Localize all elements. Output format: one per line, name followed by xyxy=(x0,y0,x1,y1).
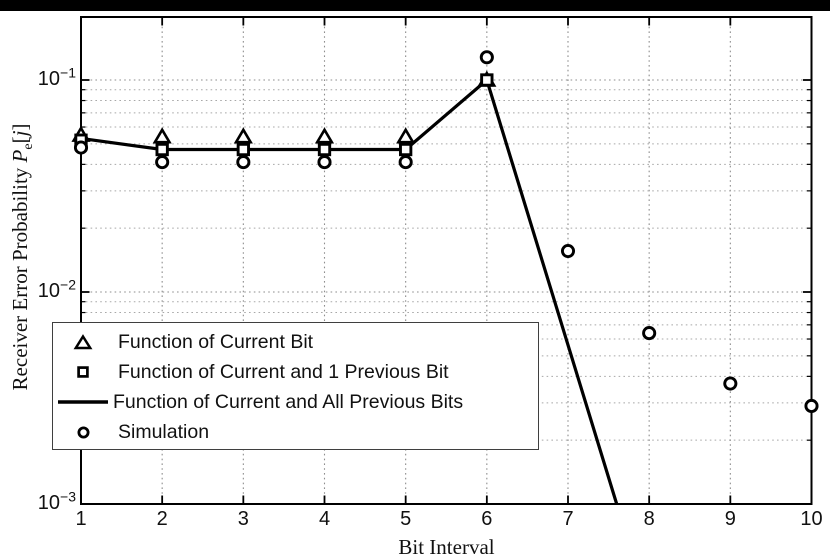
y-tick-label: 10−2 xyxy=(18,280,76,302)
legend-label: Simulation xyxy=(118,421,209,444)
triangle-marker-icon xyxy=(53,334,113,351)
line-sample-icon xyxy=(53,398,113,406)
square-marker xyxy=(400,144,410,154)
legend-entry-all-previous-bits: Function of Current and All Previous Bit… xyxy=(53,387,538,417)
square-marker xyxy=(319,144,329,154)
x-tick-label: 10 xyxy=(790,509,830,530)
circle-marker xyxy=(319,156,330,167)
circle-marker xyxy=(400,156,411,167)
circle-marker xyxy=(157,156,168,167)
triangle-marker xyxy=(317,130,332,142)
circle-marker xyxy=(725,378,736,389)
x-tick-label: 8 xyxy=(627,509,671,530)
legend-label: Function of Current Bit xyxy=(118,331,313,354)
x-tick-label: 5 xyxy=(384,509,428,530)
y-axis-label-math-p: P xyxy=(8,150,32,163)
triangle-marker xyxy=(236,130,251,142)
y-tick-label: 10−1 xyxy=(18,68,76,90)
circle-marker xyxy=(75,142,86,153)
legend-entry-one-previous-bit: Function of Current and 1 Previous Bit xyxy=(53,357,538,387)
y-axis-label-sub: e xyxy=(21,143,36,149)
legend-entry-current-bit: Function of Current Bit xyxy=(53,327,538,357)
top-black-bar xyxy=(0,0,830,11)
circle-marker xyxy=(238,156,249,167)
grid-horizontal-major xyxy=(81,80,812,292)
y-tick-label: 10−3 xyxy=(18,492,76,514)
x-tick-label: 7 xyxy=(546,509,590,530)
x-axis-label: Bit Interval xyxy=(81,535,812,560)
y-axis-label: Receiver Error Probability Pe[j] xyxy=(8,77,34,437)
x-tick-label: 3 xyxy=(221,509,265,530)
circle-marker xyxy=(644,327,655,338)
x-tick-label: 9 xyxy=(708,509,752,530)
x-tick-label: 6 xyxy=(465,509,509,530)
x-tick-label: 4 xyxy=(303,509,347,530)
triangle-marker xyxy=(155,130,170,142)
y-axis-label-math-j: j xyxy=(8,131,32,137)
legend: Function of Current Bit Function of Curr… xyxy=(52,322,539,450)
square-marker xyxy=(482,75,492,85)
triangle-marker xyxy=(398,130,413,142)
x-tick-label: 2 xyxy=(140,509,184,530)
circle-marker xyxy=(806,400,817,411)
legend-label: Function of Current and All Previous Bit… xyxy=(113,391,463,414)
circle-marker xyxy=(481,52,492,63)
legend-entry-simulation: Simulation xyxy=(53,418,538,448)
square-marker-icon xyxy=(53,365,113,379)
square-marker xyxy=(157,144,167,154)
square-marker xyxy=(238,144,248,154)
legend-label: Function of Current and 1 Previous Bit xyxy=(118,361,449,384)
circle-marker xyxy=(562,245,573,256)
circle-marker-icon xyxy=(53,425,113,440)
